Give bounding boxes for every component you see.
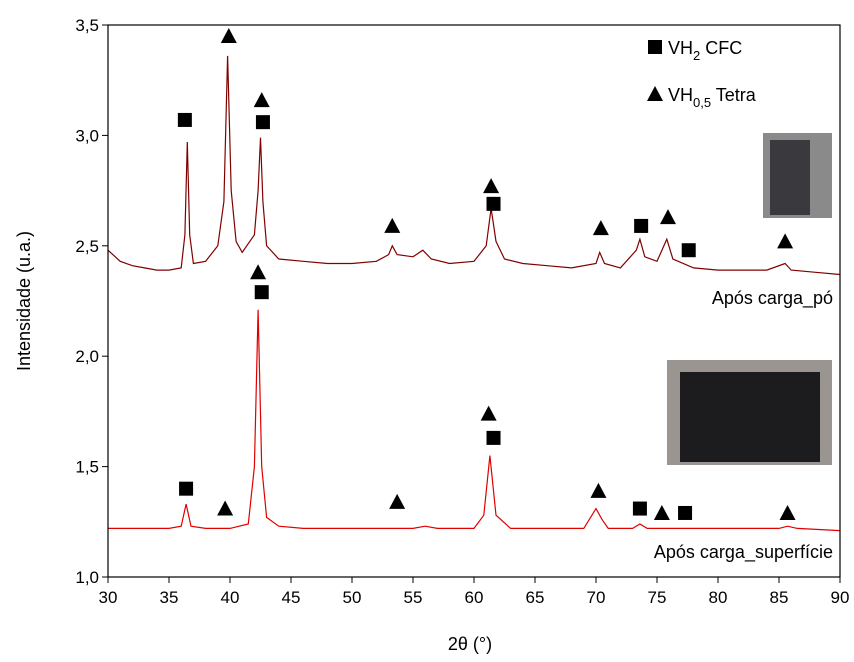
x-axis-label: 2θ (°) bbox=[448, 634, 492, 654]
x-tick-label: 90 bbox=[831, 588, 850, 607]
square-marker bbox=[634, 218, 649, 233]
triangle-marker bbox=[779, 504, 796, 520]
square-marker bbox=[255, 115, 270, 130]
square-marker bbox=[486, 430, 501, 445]
triangle-marker bbox=[250, 264, 267, 280]
x-tick-label: 75 bbox=[648, 588, 667, 607]
legend-label: VH0,5 Tetra bbox=[668, 85, 757, 110]
legend-subscript: 0,5 bbox=[693, 95, 711, 110]
y-tick-label: 3,5 bbox=[75, 16, 99, 35]
x-tick-label: 85 bbox=[770, 588, 789, 607]
square-marker bbox=[177, 112, 192, 127]
y-axis-label: Intensidade (u.a.) bbox=[14, 231, 34, 371]
triangle-marker bbox=[253, 92, 270, 108]
data-line bbox=[108, 309, 841, 532]
triangle-marker bbox=[217, 500, 234, 516]
x-tick-label: 55 bbox=[404, 588, 423, 607]
square-marker bbox=[681, 243, 696, 258]
square-marker bbox=[648, 40, 662, 54]
triangle-marker bbox=[647, 86, 663, 101]
x-tick-label: 40 bbox=[221, 588, 240, 607]
square-marker bbox=[632, 501, 647, 516]
y-tick-label: 1,5 bbox=[75, 458, 99, 477]
triangle-marker bbox=[384, 217, 401, 233]
triangle-marker bbox=[653, 504, 670, 520]
series-label: Após carga_superfície bbox=[654, 542, 833, 563]
square-marker bbox=[678, 505, 693, 520]
legend-text: VH bbox=[668, 85, 693, 105]
x-tick-label: 70 bbox=[587, 588, 606, 607]
square-marker bbox=[486, 196, 501, 211]
triangle-marker bbox=[659, 209, 676, 225]
plot-frame bbox=[107, 24, 841, 578]
x-tick-label: 65 bbox=[526, 588, 545, 607]
sample-photo-detail bbox=[770, 140, 810, 215]
x-tick-label: 45 bbox=[282, 588, 301, 607]
sample-photo-detail bbox=[680, 372, 820, 462]
triangle-marker bbox=[220, 28, 237, 44]
y-tick-label: 3,0 bbox=[75, 126, 99, 145]
x-tick-label: 60 bbox=[465, 588, 484, 607]
x-tick-label: 80 bbox=[709, 588, 728, 607]
triangle-marker bbox=[483, 178, 500, 194]
legend-text: Tetra bbox=[711, 85, 757, 105]
legend-text: VH bbox=[668, 38, 693, 58]
x-tick-label: 35 bbox=[160, 588, 179, 607]
triangle-marker bbox=[592, 220, 609, 236]
square-marker bbox=[179, 481, 194, 496]
triangle-marker bbox=[590, 482, 607, 498]
data-line bbox=[107, 55, 841, 276]
x-tick-label: 50 bbox=[343, 588, 362, 607]
legend-text: CFC bbox=[700, 38, 742, 58]
triangle-marker bbox=[389, 493, 406, 509]
x-tick-label: 30 bbox=[99, 588, 118, 607]
legend-label: VH2 CFC bbox=[668, 38, 742, 63]
y-tick-label: 2,0 bbox=[75, 347, 99, 366]
triangle-marker bbox=[777, 233, 794, 249]
y-tick-label: 1,0 bbox=[75, 568, 99, 587]
series-label: Após carga_pó bbox=[712, 288, 833, 309]
triangle-marker bbox=[480, 405, 497, 421]
legend-subscript: 2 bbox=[693, 48, 700, 63]
y-tick-label: 2,5 bbox=[75, 237, 99, 256]
square-marker bbox=[254, 285, 269, 300]
